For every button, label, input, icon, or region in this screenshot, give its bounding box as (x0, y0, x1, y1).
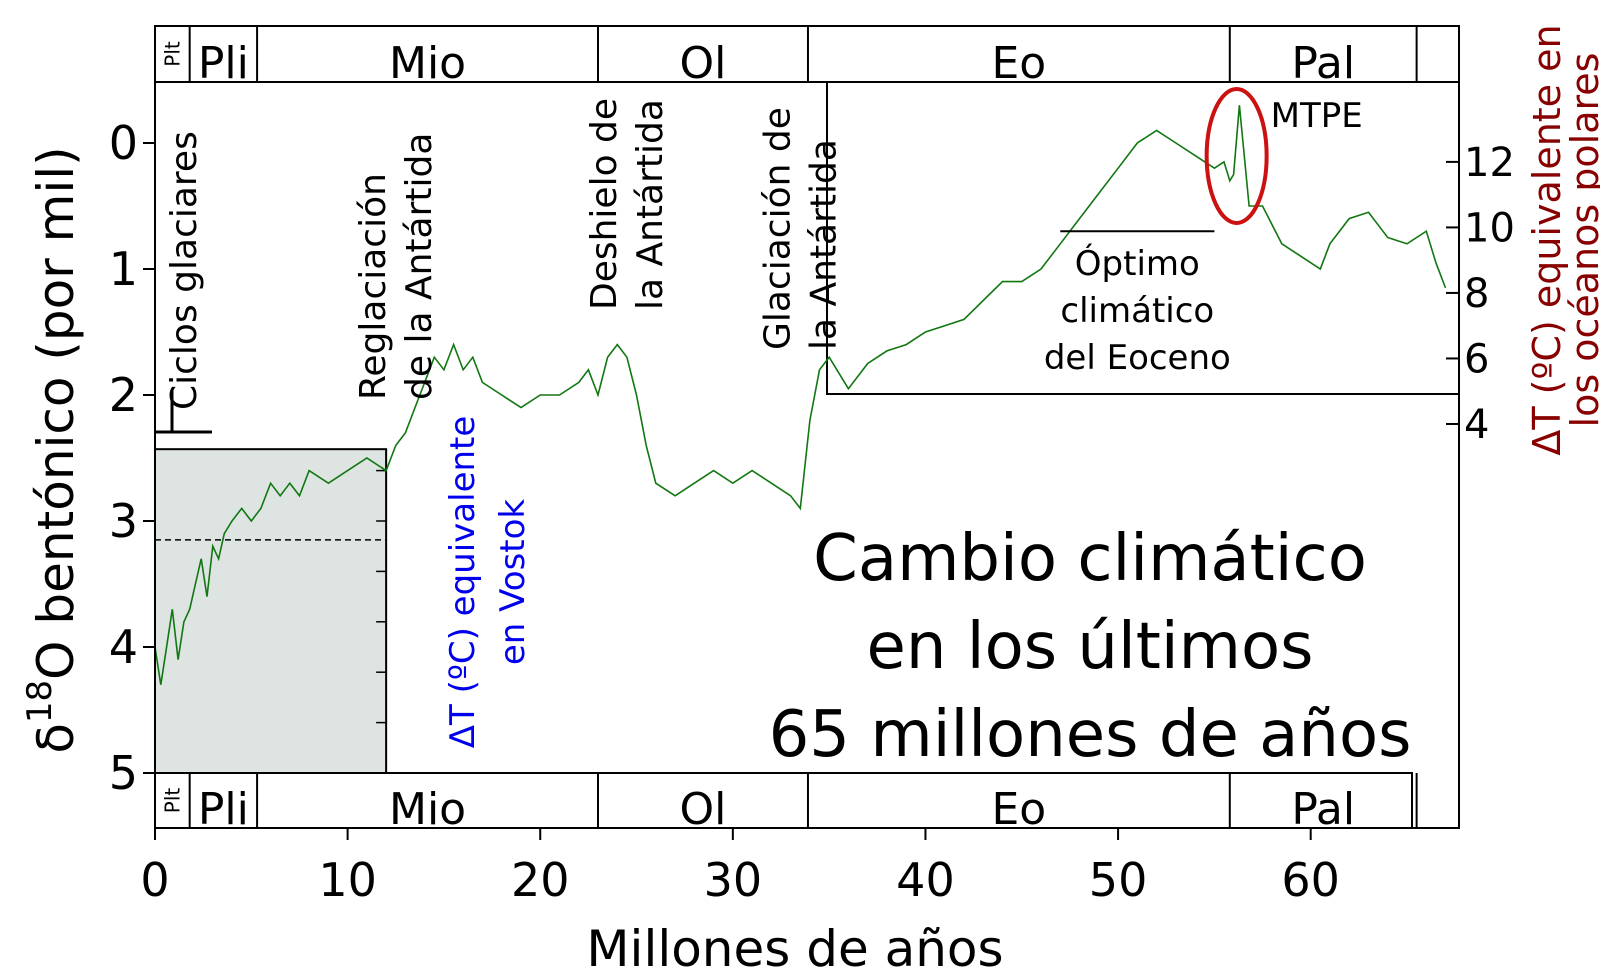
epoch-bottom-label: Ol (680, 784, 727, 835)
vostok-ticks (376, 469, 387, 724)
y2-axis-label: ΔT (ºC) equivalente en los océanos polar… (1525, 24, 1600, 455)
polar-inset-box (826, 81, 1460, 395)
epoch-bottom-plt: Plt (160, 788, 184, 814)
y-tick-label: 2 (109, 368, 138, 422)
vostok-label: ΔT (ºC) equivalente en Vostok (443, 416, 533, 749)
y2-tick-label: 8 (1464, 271, 1489, 317)
y-label-delta: δ (27, 723, 85, 754)
optimum-line-2: climático (1060, 291, 1214, 331)
eocene-optimum-label: Óptimo climático del Eoceno (1044, 243, 1231, 378)
epochs-bottom: Plt Pli Mio Ol Eo Pal (160, 773, 1418, 835)
event-label-line: Deshielo de (584, 98, 625, 310)
x-tick-label: 20 (511, 853, 570, 907)
x-tick-label: 10 (318, 853, 377, 907)
y-tick-label: 0 (109, 116, 138, 170)
epoch-bar-bottom (154, 772, 1413, 829)
y-tick-label: 1 (109, 242, 138, 296)
y-tick-label: 4 (109, 620, 138, 674)
y-axis-label: δ18O bentónico (por mil) (20, 146, 85, 753)
mtpe-highlight (1204, 87, 1269, 225)
mtpe-label: MTPE (1271, 96, 1363, 136)
epoch-bottom-label: Pli (198, 784, 249, 835)
series-line (154, 105, 1447, 685)
svg-text:δ18O bentónico (por mil): δ18O bentónico (por mil) (20, 146, 85, 753)
vostok-label-line-2: en Vostok (493, 499, 533, 666)
title-line-1: Cambio climático (813, 522, 1367, 596)
optimum-line-3: del Eoceno (1044, 338, 1231, 378)
epoch-top-label: Ol (680, 38, 727, 89)
event-label-line: Reglaciación (353, 173, 394, 400)
event-label-line: Glaciación de (757, 107, 798, 350)
y2-tick-label: 12 (1464, 140, 1515, 186)
x-tick-label: 40 (896, 853, 955, 907)
title-line-3: 65 millones de años (769, 698, 1412, 772)
x-tick-label: 60 (1281, 853, 1340, 907)
epochs-top: Plt Pli Mio Ol Eo Pal (160, 26, 1418, 89)
epoch-top-label: Pal (1291, 38, 1355, 89)
vostok-label-line-1: ΔT (ºC) equivalente (443, 416, 483, 749)
epoch-bottom-label: Eo (992, 784, 1047, 835)
epoch-bottom-label: Mio (389, 784, 466, 835)
x-tick-label: 50 (1089, 853, 1148, 907)
y-label-rest: O bentónico (por mil) (27, 146, 85, 679)
event-label-line: de la Antártida (399, 133, 440, 400)
y2-tick-label: 6 (1464, 336, 1489, 382)
optimum-line-1: Óptimo (1075, 243, 1200, 284)
y-tick-label: 3 (109, 494, 138, 548)
y2-axis: 12 10 8 6 4 (1446, 140, 1515, 448)
epoch-top-label: Eo (992, 38, 1047, 89)
epoch-top-label: Pli (198, 38, 249, 89)
y2-label-line-2: los océanos polares (1563, 53, 1600, 428)
x-tick-label: 0 (140, 853, 169, 907)
event-labels: Ciclos glaciares Reglaciación de la Antárt… (164, 98, 844, 410)
epoch-top-plt: Plt (160, 41, 184, 67)
event-label-line: Ciclos glaciares (164, 131, 205, 410)
epoch-bottom-label: Pal (1291, 784, 1355, 835)
title-line-2: en los últimos (867, 610, 1314, 684)
y2-tick-label: 10 (1464, 205, 1515, 251)
event-label-line: la Antártida (630, 99, 671, 310)
y-axis: 0 1 2 3 4 5 (109, 116, 155, 800)
y2-tick-label: 4 (1464, 402, 1489, 448)
epoch-top-label: Mio (389, 38, 466, 89)
vostok-box (154, 448, 388, 774)
y2-label-line-1: ΔT (ºC) equivalente en (1525, 24, 1569, 455)
x-tick-label: 30 (704, 853, 763, 907)
y-label-sup: 18 (20, 680, 60, 723)
chart-title: Cambio climático en los últimos 65 millo… (769, 522, 1412, 772)
y-tick-label: 5 (109, 746, 138, 800)
x-axis: 0 10 20 30 40 50 60 (140, 828, 1340, 907)
x-axis-label: Millones de años (586, 920, 1003, 978)
event-label-line: la Antártida (803, 139, 844, 350)
